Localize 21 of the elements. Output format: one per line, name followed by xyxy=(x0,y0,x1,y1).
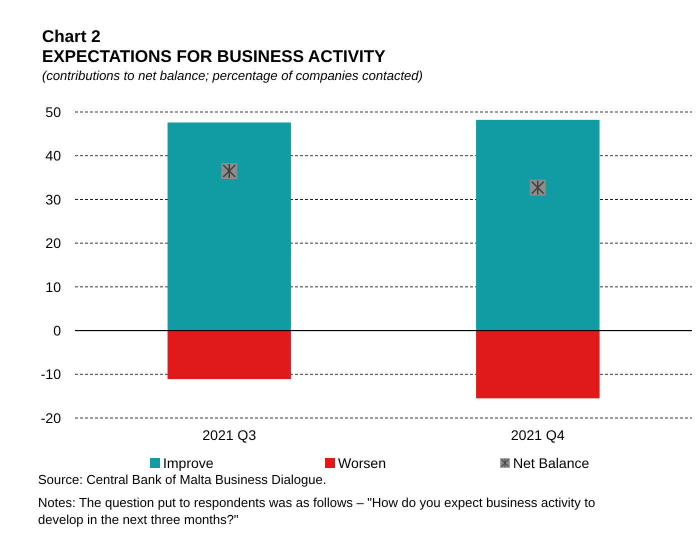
y-tick-label: 10 xyxy=(45,278,62,295)
y-tick-label: 0 xyxy=(53,322,62,338)
bar xyxy=(168,122,291,331)
text: Notes: The question put to respondents was as follows – "How do you expect business activity to develop in the next three months?" xyxy=(38,495,596,527)
y-tick-label: -20 xyxy=(40,410,62,426)
y-tick-label: 40 xyxy=(45,148,62,164)
y-tick-label: -10 xyxy=(40,366,62,382)
legend-label: Net Balance xyxy=(513,455,590,471)
bar xyxy=(476,330,600,398)
y-tick-label: 20 xyxy=(45,235,62,252)
chart-subtitle: (contributions to net balance; percentage of companies contacted) xyxy=(42,68,423,83)
legend-label: Worsen xyxy=(338,455,386,471)
x-tick-label: 2021 Q4 xyxy=(510,427,565,443)
y-tick-label: 50 xyxy=(45,104,62,120)
bar xyxy=(168,330,291,380)
bar xyxy=(476,120,600,331)
chart-title: Chart 2 EXPECTATIONS FOR BUSINESS ACTIVITY xyxy=(42,27,386,66)
source-note: Source: Central Bank of Malta Business Dialogue. xyxy=(38,472,326,487)
x-tick-label: 2021 Q3 xyxy=(202,427,256,443)
y-tick-label: 30 xyxy=(45,191,62,208)
legend-label: Improve xyxy=(163,455,214,471)
